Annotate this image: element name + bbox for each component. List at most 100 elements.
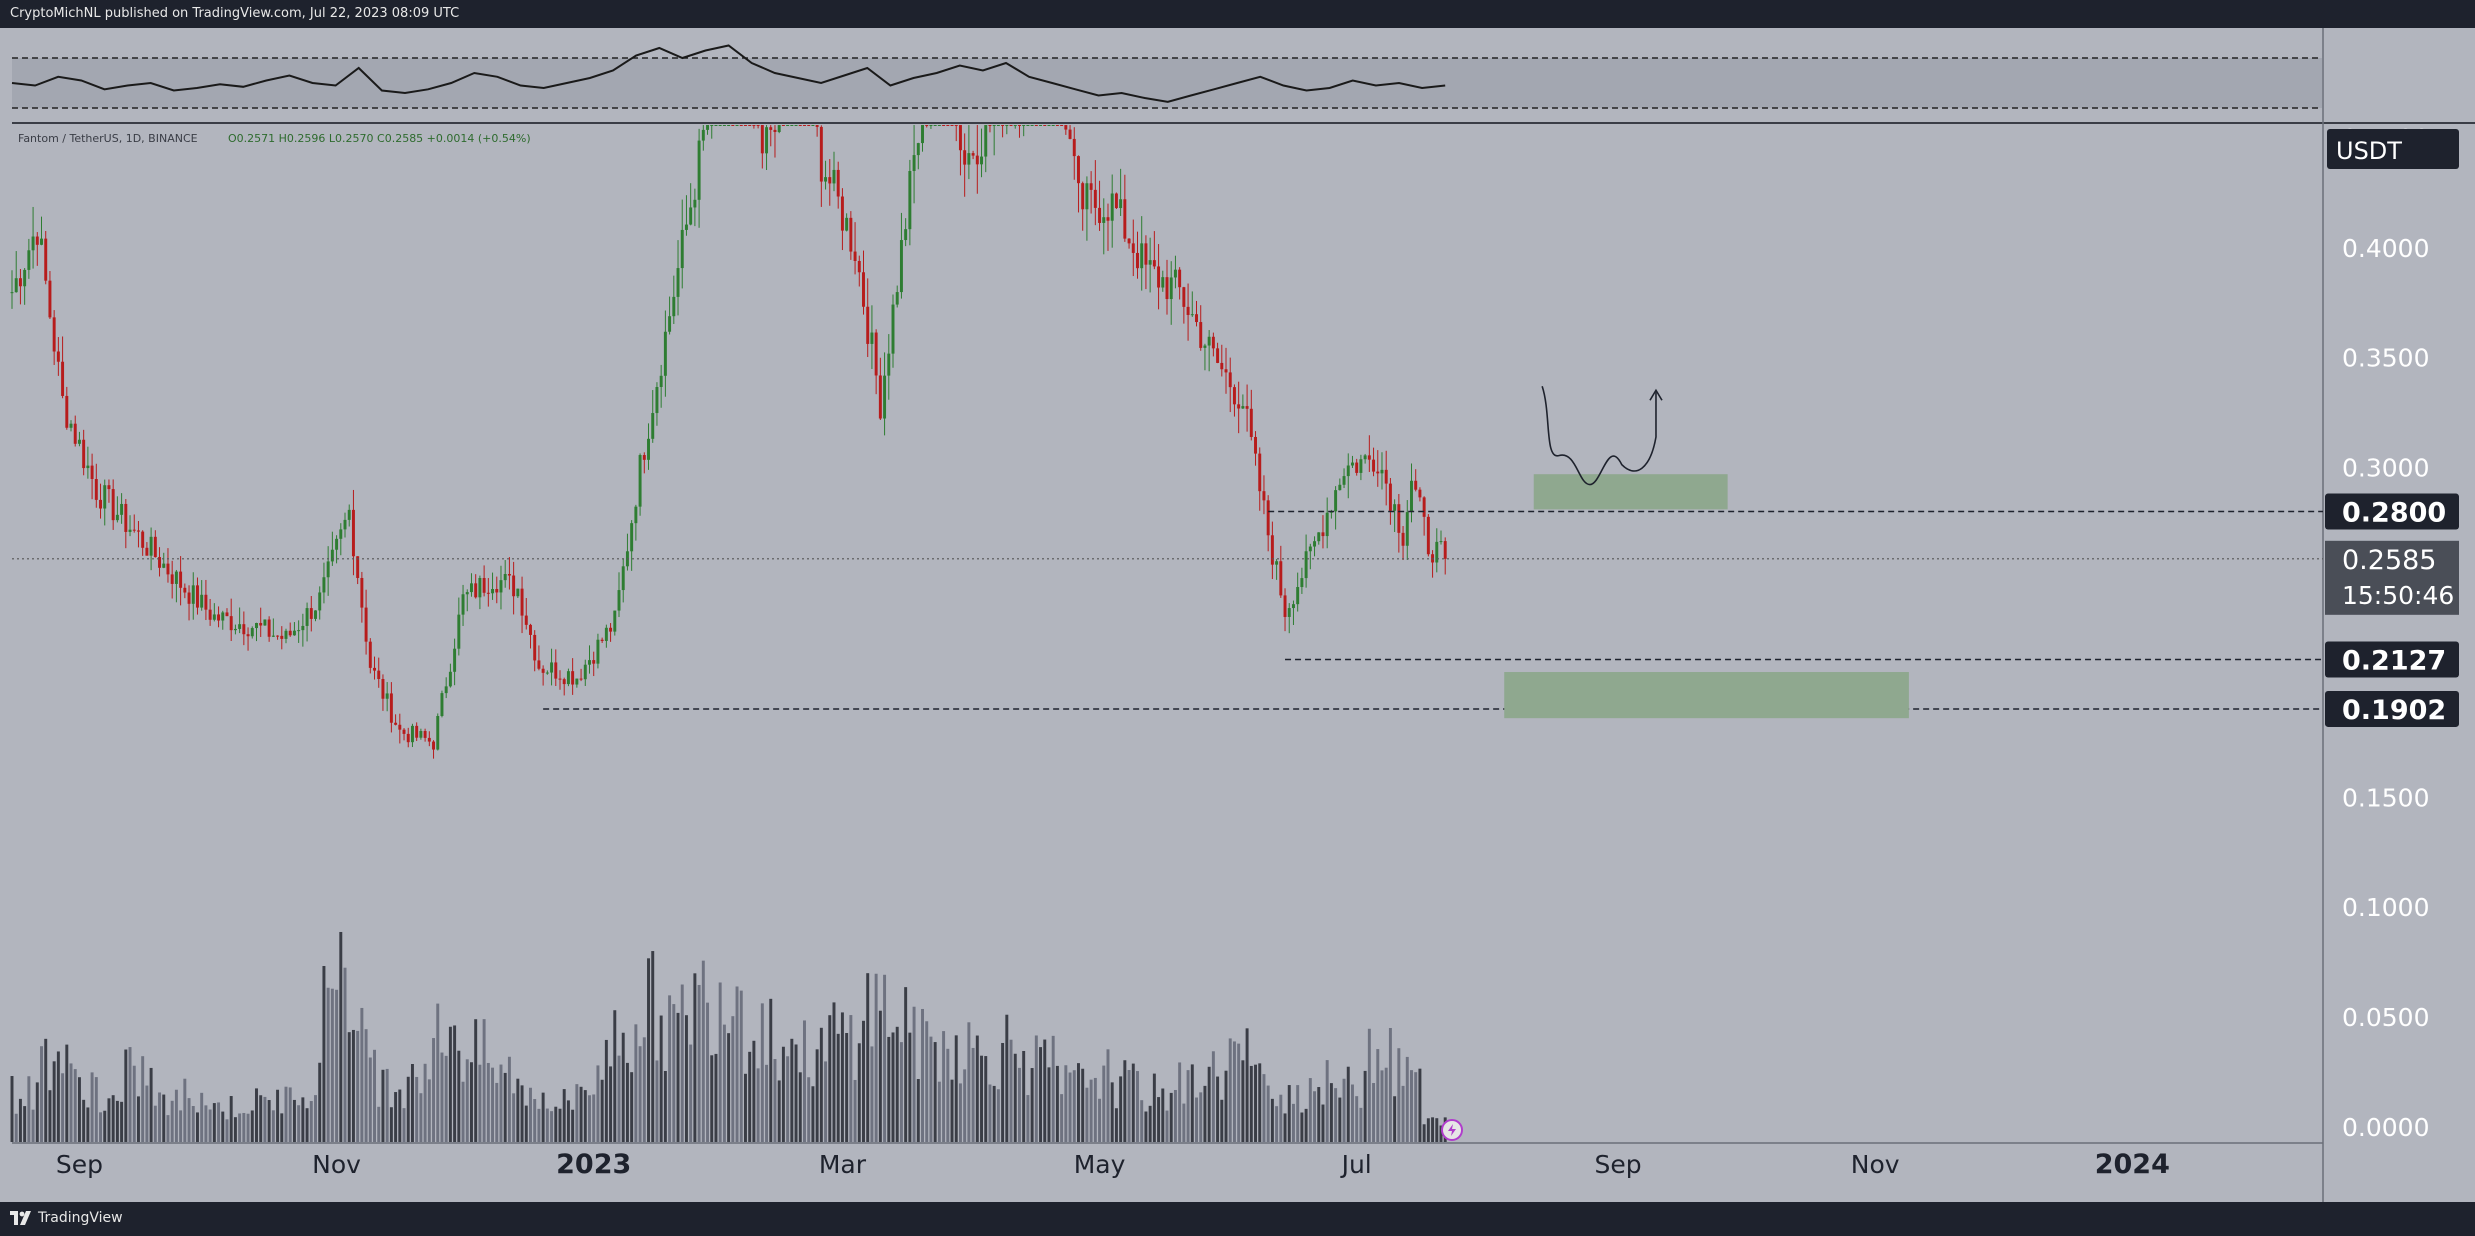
level-label: 0.1902	[2342, 695, 2446, 726]
candle-body	[874, 332, 878, 376]
demand-zone[interactable]	[1533, 474, 1728, 510]
volume-bar	[250, 1110, 254, 1142]
volume-bar	[444, 1055, 448, 1142]
volume-bar	[710, 1055, 714, 1142]
demand-zone[interactable]	[1504, 672, 1909, 719]
volume-bar	[845, 1033, 849, 1142]
candle-body	[326, 561, 330, 578]
candle-body	[899, 240, 903, 293]
volume-bar	[697, 984, 701, 1142]
candle-body	[824, 177, 828, 182]
candle-body	[832, 169, 836, 184]
candle-body	[238, 624, 242, 629]
volume-bar	[630, 1072, 634, 1142]
volume-bar	[77, 1077, 81, 1142]
volume-bars	[10, 931, 1447, 1142]
volume-bar	[807, 1077, 811, 1142]
volume-bar	[1106, 1049, 1110, 1142]
candle-body	[18, 278, 22, 287]
candle-body	[149, 536, 153, 556]
candle-body	[659, 375, 663, 388]
candle-body	[1363, 455, 1367, 460]
volume-bar	[276, 1089, 280, 1142]
candle-body	[621, 566, 625, 591]
candle-body	[385, 693, 389, 699]
volume-bar	[1081, 1068, 1085, 1142]
volume-bar	[1173, 1089, 1177, 1142]
candle-body	[655, 387, 659, 414]
volume-bar	[533, 1099, 537, 1142]
volume-bar	[1013, 1053, 1017, 1142]
candle-body	[73, 423, 77, 444]
volume-bar	[874, 973, 878, 1142]
candle-body	[486, 592, 490, 594]
candle-body	[996, 125, 1000, 126]
projection-sketch[interactable]	[1541, 386, 1657, 486]
candle-body	[537, 660, 541, 669]
candle-body	[1291, 604, 1295, 609]
time-tick: 2024	[2095, 1149, 2170, 1180]
volume-bar	[651, 951, 655, 1142]
volume-bar	[971, 1047, 975, 1142]
candle-body	[942, 125, 946, 126]
price-chart[interactable]: Fantom / TetherUS, 1D, BINANCE O0.2571 H…	[0, 28, 2475, 1202]
candle-body	[929, 125, 933, 126]
candle-body	[908, 171, 912, 230]
candle-body	[402, 729, 406, 734]
candle-body	[752, 125, 756, 126]
volume-bar	[819, 1027, 823, 1142]
volume-bar	[111, 1095, 115, 1142]
volume-bar	[937, 1081, 941, 1142]
volume-bar	[56, 1051, 60, 1142]
tradingview-logo[interactable]: TradingView	[10, 1210, 123, 1226]
candle-body	[853, 251, 857, 261]
candle-body	[1237, 404, 1241, 409]
volume-bar	[423, 1063, 427, 1142]
candle-body	[69, 423, 73, 428]
candle-body	[588, 660, 591, 665]
volume-bar	[495, 1082, 499, 1142]
volume-bar	[322, 966, 326, 1142]
candle-body	[436, 716, 440, 750]
candle-body	[255, 622, 258, 629]
candle-body	[292, 630, 296, 636]
candle-body	[448, 671, 452, 687]
footer-bar: TradingView	[0, 1202, 2475, 1236]
volume-bar	[1136, 1071, 1139, 1142]
candle-body	[1072, 138, 1076, 157]
candle-body	[335, 538, 339, 550]
candle-body	[963, 150, 967, 165]
candle-body	[40, 238, 43, 245]
volume-bar	[1169, 1092, 1173, 1142]
lightning-icon[interactable]	[1441, 1119, 1463, 1141]
candle-body	[217, 614, 221, 621]
volume-bar	[115, 1100, 119, 1142]
volume-bar	[1355, 1096, 1359, 1142]
candle-body	[735, 125, 739, 126]
volume-bar	[1161, 1088, 1165, 1142]
volume-bar	[1283, 1113, 1287, 1142]
volume-bar	[1275, 1106, 1279, 1142]
candle-body	[491, 588, 495, 594]
volume-bar	[1414, 1072, 1418, 1142]
volume-bar	[883, 974, 887, 1142]
candle-body	[739, 125, 743, 126]
volume-bar	[988, 1084, 992, 1142]
volume-bar	[347, 1032, 351, 1142]
candle-body	[1182, 287, 1186, 307]
candle-body	[107, 485, 111, 490]
volume-bar	[992, 1085, 996, 1142]
currency-badge[interactable]: USDT	[2336, 137, 2402, 165]
candle-body	[1313, 541, 1317, 547]
volume-bar	[507, 1056, 511, 1142]
volume-bar	[1089, 1079, 1093, 1142]
volume-bar	[1199, 1092, 1203, 1142]
candle-body	[1367, 455, 1371, 460]
volume-bar	[1388, 1027, 1392, 1142]
currency-badge-bg[interactable]	[2327, 129, 2459, 169]
candle-body	[389, 693, 393, 723]
volume-bar	[86, 1107, 90, 1142]
candle-body	[891, 304, 895, 354]
volume-bar	[309, 1101, 313, 1142]
volume-bar	[1110, 1082, 1114, 1142]
